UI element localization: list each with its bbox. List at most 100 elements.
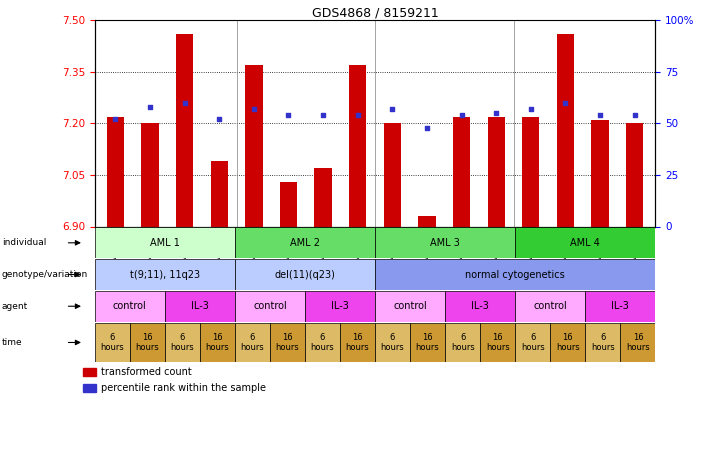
Bar xyxy=(107,116,124,226)
Bar xyxy=(142,123,158,226)
Text: 16
hours: 16 hours xyxy=(135,333,159,352)
Text: time: time xyxy=(2,338,22,347)
Bar xyxy=(592,120,608,226)
Point xyxy=(421,124,433,131)
Point xyxy=(283,111,294,119)
Bar xyxy=(522,116,540,226)
Bar xyxy=(453,116,470,226)
Point xyxy=(560,99,571,106)
Text: 16
hours: 16 hours xyxy=(416,333,440,352)
Bar xyxy=(83,368,96,376)
Bar xyxy=(375,227,515,258)
Text: 6
hours: 6 hours xyxy=(311,333,334,352)
Bar xyxy=(557,34,574,226)
Point xyxy=(179,99,190,106)
Text: IL-3: IL-3 xyxy=(191,301,209,311)
Point xyxy=(525,106,536,113)
Bar xyxy=(349,65,367,226)
Bar xyxy=(375,323,410,362)
Text: 6
hours: 6 hours xyxy=(381,333,404,352)
Bar xyxy=(480,323,515,362)
Text: IL-3: IL-3 xyxy=(471,301,489,311)
Text: 16
hours: 16 hours xyxy=(556,333,580,352)
Bar xyxy=(418,216,435,226)
Bar xyxy=(305,323,340,362)
Text: 16
hours: 16 hours xyxy=(275,333,299,352)
Bar xyxy=(315,168,332,226)
Text: AML 4: AML 4 xyxy=(571,238,600,248)
Bar xyxy=(585,291,655,322)
Text: 6
hours: 6 hours xyxy=(591,333,615,352)
Point xyxy=(318,111,329,119)
Bar xyxy=(235,227,375,258)
Bar xyxy=(410,323,445,362)
Bar xyxy=(620,323,655,362)
Text: control: control xyxy=(533,301,567,311)
Text: IL-3: IL-3 xyxy=(331,301,349,311)
Text: 16
hours: 16 hours xyxy=(486,333,510,352)
Point xyxy=(456,111,467,119)
Point xyxy=(352,111,363,119)
Bar xyxy=(375,259,655,290)
Text: 16
hours: 16 hours xyxy=(205,333,229,352)
Bar xyxy=(235,323,270,362)
Bar xyxy=(95,291,165,322)
Point xyxy=(214,116,225,123)
Text: individual: individual xyxy=(2,238,46,247)
Text: AML 3: AML 3 xyxy=(430,238,460,248)
Bar xyxy=(235,259,375,290)
Text: agent: agent xyxy=(2,302,28,311)
Point xyxy=(491,110,502,117)
Bar xyxy=(550,323,585,362)
Bar xyxy=(95,259,235,290)
Text: 6
hours: 6 hours xyxy=(521,333,545,352)
Bar xyxy=(626,123,644,226)
Bar xyxy=(130,323,165,362)
Bar xyxy=(235,291,305,322)
Bar xyxy=(515,323,550,362)
Bar xyxy=(270,323,305,362)
Bar xyxy=(200,323,235,362)
Bar xyxy=(83,384,96,392)
Bar xyxy=(515,291,585,322)
Bar xyxy=(487,116,505,226)
Text: genotype/variation: genotype/variation xyxy=(2,270,88,279)
Point xyxy=(387,106,398,113)
Bar xyxy=(515,227,655,258)
Text: AML 2: AML 2 xyxy=(290,238,320,248)
Text: normal cytogenetics: normal cytogenetics xyxy=(465,270,565,280)
Text: percentile rank within the sample: percentile rank within the sample xyxy=(101,383,266,393)
Bar xyxy=(95,227,235,258)
Bar xyxy=(383,123,401,226)
Bar xyxy=(445,291,515,322)
Text: AML 1: AML 1 xyxy=(150,238,179,248)
Bar xyxy=(445,323,480,362)
Bar xyxy=(245,65,263,226)
Title: GDS4868 / 8159211: GDS4868 / 8159211 xyxy=(312,6,438,19)
Bar xyxy=(95,323,130,362)
Text: 16
hours: 16 hours xyxy=(346,333,369,352)
Point xyxy=(594,111,606,119)
Text: 6
hours: 6 hours xyxy=(240,333,264,352)
Text: transformed count: transformed count xyxy=(101,367,191,377)
Text: del(11)(q23): del(11)(q23) xyxy=(275,270,335,280)
Text: control: control xyxy=(253,301,287,311)
Text: t(9;11), 11q23: t(9;11), 11q23 xyxy=(130,270,200,280)
Bar xyxy=(585,323,620,362)
Bar xyxy=(340,323,375,362)
Point xyxy=(248,106,259,113)
Bar xyxy=(375,291,445,322)
Point xyxy=(144,103,156,111)
Bar xyxy=(165,291,235,322)
Point xyxy=(110,116,121,123)
Bar xyxy=(305,291,375,322)
Bar xyxy=(280,182,297,226)
Bar xyxy=(210,161,228,226)
Text: 6
hours: 6 hours xyxy=(170,333,194,352)
Text: 6
hours: 6 hours xyxy=(100,333,124,352)
Point xyxy=(629,111,640,119)
Bar xyxy=(176,34,193,226)
Text: control: control xyxy=(113,301,147,311)
Bar xyxy=(165,323,200,362)
Text: 16
hours: 16 hours xyxy=(626,333,650,352)
